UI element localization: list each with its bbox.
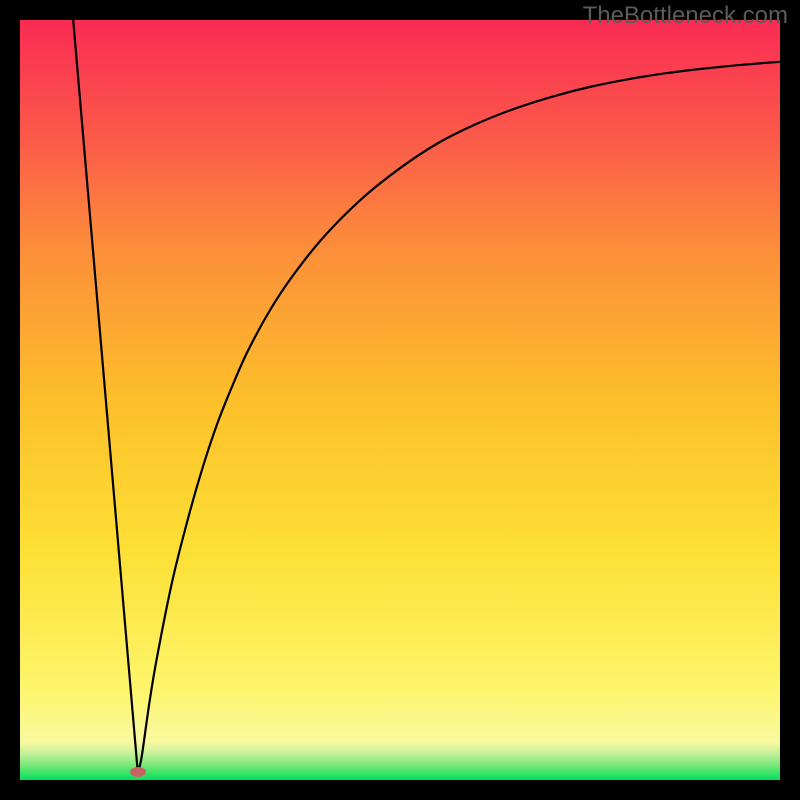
left-line: [73, 20, 138, 772]
minimum-marker: [130, 767, 146, 777]
watermark-text: TheBottleneck.com: [583, 2, 788, 30]
plot-area: [20, 20, 780, 780]
chart-frame: TheBottleneck.com: [0, 0, 800, 800]
right-curve: [138, 62, 780, 773]
curves-layer: [20, 20, 780, 780]
